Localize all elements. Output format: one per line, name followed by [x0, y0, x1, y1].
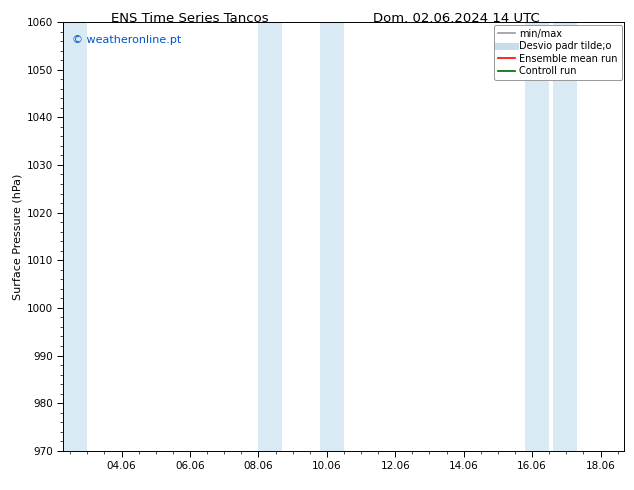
Bar — [259, 22, 282, 451]
Text: ENS Time Series Tancos: ENS Time Series Tancos — [112, 12, 269, 25]
Text: © weatheronline.pt: © weatheronline.pt — [72, 35, 181, 45]
Text: Dom. 02.06.2024 14 UTC: Dom. 02.06.2024 14 UTC — [373, 12, 540, 25]
Legend: min/max, Desvio padr tilde;o, Ensemble mean run, Controll run: min/max, Desvio padr tilde;o, Ensemble m… — [494, 25, 621, 80]
Bar — [553, 22, 576, 451]
Y-axis label: Surface Pressure (hPa): Surface Pressure (hPa) — [13, 173, 23, 299]
Bar — [320, 22, 344, 451]
Bar — [526, 22, 549, 451]
Bar — [63, 22, 87, 451]
